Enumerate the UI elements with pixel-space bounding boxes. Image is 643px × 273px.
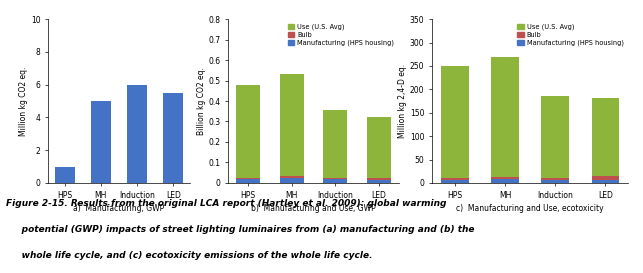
X-axis label: a)  Manufacturing, GWP: a) Manufacturing, GWP — [73, 204, 165, 213]
Text: potential (GWP) impacts of street lighting luminaires from (a) manufacturing and: potential (GWP) impacts of street lighti… — [6, 225, 475, 234]
Bar — [323, 179, 347, 183]
Bar — [541, 180, 569, 183]
Bar — [236, 179, 260, 183]
Legend: Use (U.S. Avg), Bulb, Manufacturing (HPS housing): Use (U.S. Avg), Bulb, Manufacturing (HPS… — [516, 22, 625, 48]
Bar — [441, 66, 469, 178]
Bar — [323, 177, 347, 179]
Bar — [441, 180, 469, 183]
X-axis label: c)  Manufacturing and Use, ecotoxicity: c) Manufacturing and Use, ecotoxicity — [457, 204, 604, 213]
Bar — [127, 85, 147, 183]
Bar — [491, 177, 519, 179]
Y-axis label: Million kg 2,4-D eq.: Million kg 2,4-D eq. — [398, 64, 407, 138]
Bar — [367, 178, 391, 180]
Bar — [367, 180, 391, 183]
Bar — [55, 167, 75, 183]
Bar — [541, 96, 569, 178]
Bar — [280, 176, 303, 179]
Y-axis label: Million kg CO2 eq.: Million kg CO2 eq. — [19, 66, 28, 136]
Bar — [163, 93, 183, 183]
Legend: Use (U.S. Avg), Bulb, Manufacturing (HPS housing): Use (U.S. Avg), Bulb, Manufacturing (HPS… — [286, 22, 395, 48]
Bar — [236, 85, 260, 178]
Bar — [367, 117, 391, 178]
Text: whole life cycle, and (c) ecotoxicity emissions of the whole life cycle.: whole life cycle, and (c) ecotoxicity em… — [6, 251, 373, 260]
Bar — [491, 58, 519, 177]
Bar — [441, 178, 469, 180]
Text: Figure 2-15. Results from the original LCA report (Hartley et al. 2009): global : Figure 2-15. Results from the original L… — [6, 199, 447, 208]
Bar — [323, 111, 347, 178]
Bar — [236, 177, 260, 179]
Bar — [592, 98, 619, 176]
Bar — [592, 180, 619, 183]
Bar — [491, 179, 519, 183]
Bar — [541, 178, 569, 180]
Y-axis label: Billion kg CO2 eq.: Billion kg CO2 eq. — [197, 67, 206, 135]
Bar — [592, 176, 619, 180]
Bar — [280, 179, 303, 183]
Bar — [280, 74, 303, 176]
Bar — [91, 101, 111, 183]
X-axis label: b)  Manufacturing and Use, GWP: b) Manufacturing and Use, GWP — [251, 204, 376, 213]
